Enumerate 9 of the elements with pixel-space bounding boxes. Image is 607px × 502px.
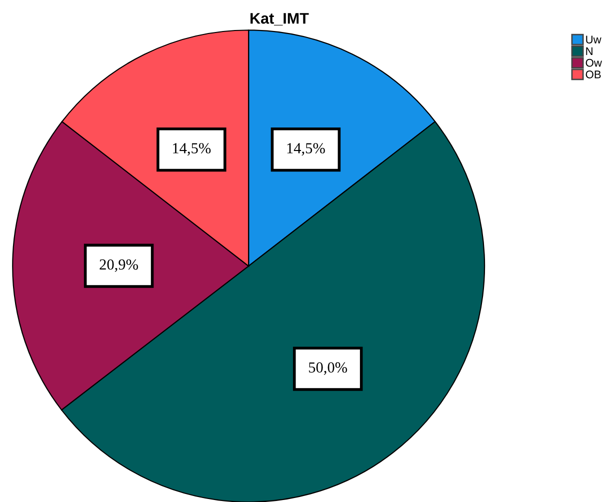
legend-label: N	[586, 47, 592, 55]
data-label: 20,9%	[100, 259, 138, 272]
legend-label: OB	[586, 70, 601, 78]
data-label: 14,5%	[287, 143, 325, 156]
chart-title: Kat_IMT	[250, 13, 309, 26]
legend-label: Uw	[586, 36, 602, 44]
legend-label: Ow	[586, 58, 602, 67]
data-label: 14,5%	[173, 143, 211, 156]
data-label: 50,0%	[309, 362, 348, 375]
